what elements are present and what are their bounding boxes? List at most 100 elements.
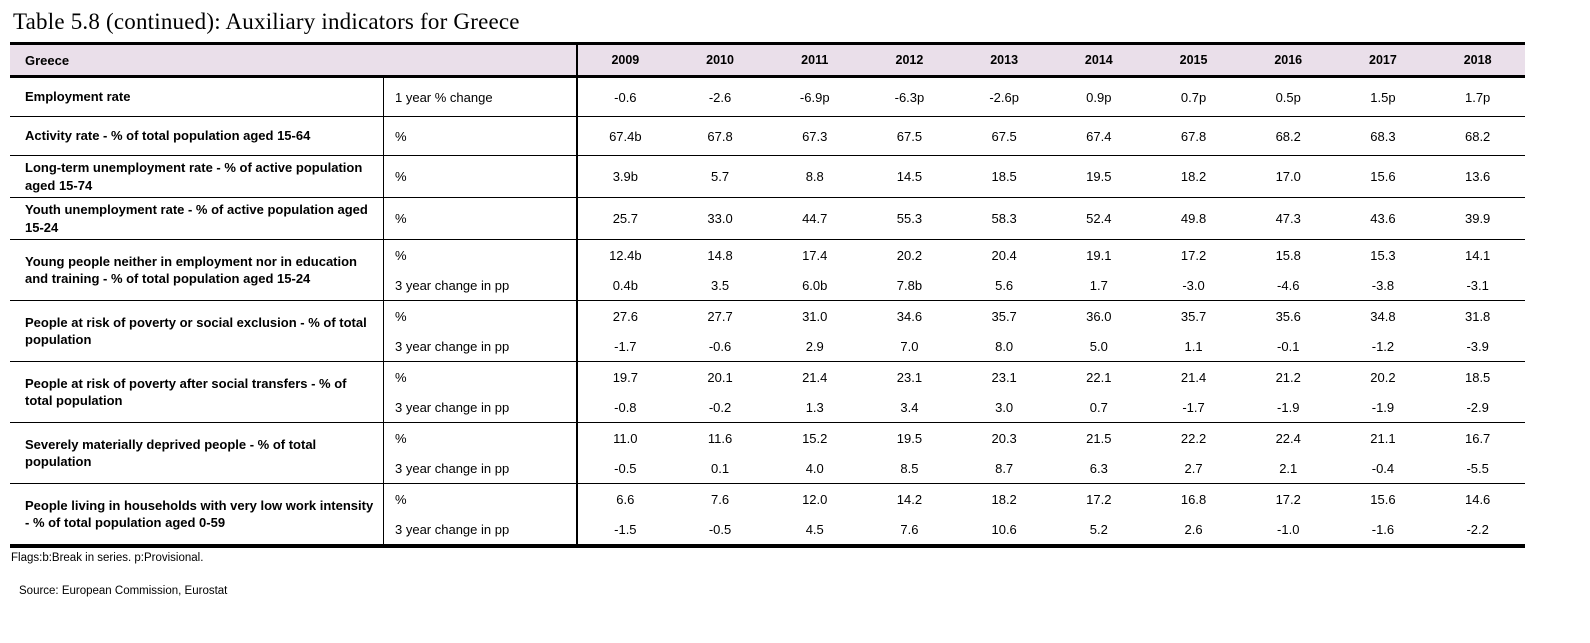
value-cell: 23.1 [991, 369, 1017, 385]
value-cell: -5.5 [1466, 460, 1489, 476]
value-cell: 31.8 [1464, 308, 1491, 324]
unit-label: 1 year % change [395, 89, 493, 105]
unit-label: % [395, 308, 407, 324]
indicator-label: People at risk of poverty after social t… [25, 375, 347, 409]
value-cell: 2.1 [1279, 460, 1298, 476]
values-grid: 12.4b 14.8 17.4 20.2 20.4 19.1 17.2 15.8 15.3 14.… [576, 240, 1525, 301]
value-cell: 15.3 [1370, 247, 1396, 263]
value-cell: 18.5 [991, 169, 1017, 185]
value-cell: 13.6 [1464, 169, 1491, 185]
value-cell: 18.2 [1180, 169, 1207, 185]
value-cell: 67.5 [991, 128, 1017, 144]
value-cell: 67.5 [896, 128, 923, 144]
value-cell: -1.9 [1371, 399, 1395, 415]
value-cell: 8.5 [900, 460, 919, 476]
value-cell: 43.6 [1370, 211, 1396, 227]
value-cell: 39.9 [1464, 211, 1491, 227]
value-cell: 19.7 [612, 369, 638, 385]
unit-label: 3 year change in pp [395, 521, 510, 537]
value-cell: 18.2 [991, 491, 1017, 507]
table-row-group: Employment rate 1 year % change -0.6 -2.6 -6… [10, 78, 1525, 117]
value-cell: 17.2 [1086, 491, 1112, 507]
value-cell: -1.0 [1277, 521, 1300, 537]
value-cell: 21.2 [1275, 369, 1301, 385]
value-cell: -2.2 [1466, 521, 1489, 537]
value-cell: 67.3 [802, 128, 828, 144]
value-cell: 21.5 [1086, 430, 1112, 446]
value-cell: 3.9b [612, 169, 638, 185]
value-cell: 44.7 [802, 211, 828, 227]
unit-label: 3 year change in pp [395, 399, 510, 415]
value-cell: 20.2 [896, 247, 923, 263]
value-cell: -3.9 [1466, 338, 1489, 354]
year-header: 2017 [1369, 53, 1397, 67]
value-cell: -1.6 [1371, 521, 1395, 537]
value-cell: 68.3 [1370, 128, 1396, 144]
indicator-label: Severely materially deprived people - % … [25, 436, 317, 470]
table-row-group: People at risk of poverty after social t… [10, 362, 1525, 424]
value-cell: 21.4 [802, 369, 828, 385]
table-row-group: Young people neither in employment nor i… [10, 240, 1525, 302]
value-cell: 14.8 [707, 247, 733, 263]
unit-label: % [395, 128, 407, 144]
unit-label: % [395, 491, 407, 507]
value-cell: 11.0 [613, 430, 638, 446]
value-cell: 2.9 [805, 338, 824, 354]
table-row-group: People at risk of poverty or social excl… [10, 301, 1525, 363]
value-cell: 14.2 [896, 491, 923, 507]
table-title: Table 5.8 (continued): Auxiliary indicat… [13, 9, 520, 34]
value-cell: 6.3 [1089, 460, 1108, 476]
unit-column: % 3 year change in pp [383, 484, 576, 545]
year-header: 2014 [1084, 53, 1113, 67]
indicator-label: Youth unemployment rate - % of active po… [25, 202, 368, 235]
value-cell: 1.5p [1370, 89, 1396, 105]
year-headers: 2009 2010 2011 2012 2013 2014 2015 2016 2017 2018 [576, 45, 1525, 75]
value-cell: 67.4b [609, 128, 642, 144]
value-cell: 23.1 [896, 369, 923, 385]
unit-column: % [383, 117, 576, 155]
unit-label: % [395, 169, 407, 185]
value-cell: 33.0 [707, 211, 733, 227]
value-cell: 0.4b [612, 277, 638, 293]
value-cell: 58.3 [991, 211, 1017, 227]
value-cell: 35.7 [1180, 308, 1207, 324]
value-cell: -1.5 [614, 521, 637, 537]
value-cell: 1.7 [1089, 277, 1108, 293]
year-header: 2018 [1463, 53, 1492, 67]
year-header: 2009 [611, 53, 640, 67]
value-cell: 67.8 [707, 128, 733, 144]
value-cell: 19.5 [1086, 169, 1112, 185]
value-cell: 0.1 [711, 460, 730, 476]
table-row-group: Youth unemployment rate - % of active po… [10, 198, 1525, 241]
year-header: 2012 [895, 53, 924, 67]
value-cell: -1.9 [1277, 399, 1300, 415]
value-cell: 68.2 [1275, 128, 1301, 144]
value-cell: 16.7 [1464, 430, 1491, 446]
indicator-label: People living in households with very lo… [25, 497, 374, 531]
value-cell: 0.7p [1180, 89, 1207, 105]
unit-column: 1 year % change [383, 78, 576, 116]
region-label: Greece [25, 52, 70, 68]
page: Table 5.8 (continued): Auxiliary indicat… [0, 9, 1590, 643]
value-cell: -2.9 [1466, 399, 1489, 415]
value-cell: 20.3 [991, 430, 1017, 446]
indicator-label: Activity rate - % of total population ag… [25, 128, 311, 144]
indicators-table: Greece 2009 2010 2011 2012 2013 2014 2015 2016 2… [10, 42, 1525, 549]
value-cell: 34.6 [896, 308, 923, 324]
values-grid: 6.6 7.6 12.0 14.2 18.2 17.2 16.8 17.2 15.6 14.6 -1… [576, 484, 1525, 545]
value-cell: -1.7 [614, 338, 637, 354]
value-cell: 8.7 [995, 460, 1014, 476]
value-cell: 0.9p [1086, 89, 1112, 105]
value-cell: 3.4 [900, 399, 919, 415]
value-cell: 16.8 [1180, 491, 1207, 507]
value-cell: 27.7 [707, 308, 733, 324]
value-cell: 7.0 [900, 338, 919, 354]
value-cell: 35.7 [991, 308, 1017, 324]
value-cell: 22.2 [1180, 430, 1207, 446]
value-cell: 10.6 [991, 521, 1017, 537]
year-header: 2016 [1274, 53, 1303, 67]
value-cell: 27.6 [612, 308, 638, 324]
value-cell: 3.5 [711, 277, 730, 293]
value-cell: 4.0 [805, 460, 824, 476]
table-row-group: People living in households with very lo… [10, 484, 1525, 545]
